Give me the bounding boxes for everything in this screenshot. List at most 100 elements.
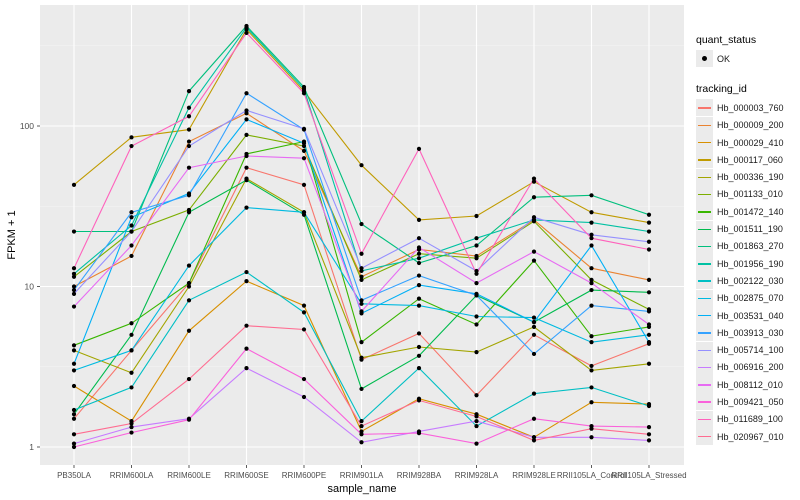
data-point [416,256,422,261]
data-point [244,205,249,210]
data-point [359,423,364,429]
data-point [474,256,479,261]
data-point [301,91,307,96]
legend-label: Hb_000009_200 [717,120,784,131]
data-point [129,425,134,430]
data-point [474,423,479,429]
data-point [301,141,307,146]
data-point [301,126,307,131]
data-point [416,431,422,436]
legend-item: Hb_001133_010 [696,185,796,203]
line-key-icon [696,151,713,169]
legend-label: Hb_000029_410 [717,137,784,148]
series-points [71,23,652,450]
line-key-icon [696,376,713,394]
data-point [474,322,479,327]
data-point [129,332,134,337]
line-key-icon [696,99,713,117]
data-point [129,243,134,248]
legend-label: Hb_003913_030 [717,327,784,338]
data-point [474,393,479,398]
data-point [359,251,364,256]
data-point [474,243,479,248]
data-point [646,432,652,437]
data-point [129,215,134,220]
legend-label: Hb_005714_100 [717,345,784,356]
data-point [186,105,192,110]
legend-item: Hb_000117_060 [696,151,796,169]
data-point [359,221,364,227]
line-key-icon [696,428,713,446]
y-axis-title: FPKM + 1 [6,210,18,259]
data-point [244,30,249,36]
data-point [589,280,594,286]
data-point [474,236,479,241]
data-point [359,266,364,271]
x-tick-label: RRIM928LA [455,471,499,480]
x-tick-label: RRIM928BA [397,471,442,480]
data-point [71,287,77,293]
data-point [589,232,594,237]
data-point [186,417,192,422]
data-point [531,438,537,443]
data-point [71,284,77,289]
data-point [531,391,537,396]
x-tick-label: RRIM600LA [110,471,154,480]
data-point [301,86,307,92]
data-point [186,328,192,333]
data-point [71,348,77,353]
legend-label: Hb_008112_010 [717,379,783,390]
data-point [416,236,422,241]
data-point [71,182,77,187]
data-point [129,143,134,149]
data-point [474,293,479,298]
data-point [531,320,537,325]
data-point [416,146,422,151]
x-tick-label: RRII105LA_Stressed [611,471,686,480]
data-point [416,273,422,278]
data-point [129,348,134,353]
legend-item: Hb_009421_050 [696,393,796,411]
data-point [589,266,594,271]
legend-label: Hb_000003_760 [717,102,784,113]
data-point [531,249,537,254]
data-point [474,213,479,219]
data-point [244,25,249,30]
data-point [129,223,134,228]
y-tick-label: 100 [20,121,34,131]
data-point [589,426,594,431]
x-tick-label: PB350LA [57,471,91,480]
data-point [301,148,307,153]
legend-label: OK [717,53,731,64]
x-tick-label: RRII105LA_Control [557,471,627,480]
legend-label: Hb_001863_270 [717,241,784,252]
legend: quant_status OK tracking_id Hb_000003_76… [696,34,796,446]
legend-item: Hb_020967_010 [696,428,796,446]
data-point [301,310,307,315]
data-point [646,277,652,282]
grid-major [40,5,684,465]
point-key-icon [696,50,713,68]
data-point [531,258,537,263]
data-point [589,385,594,390]
data-point [531,332,537,337]
data-point [531,435,537,440]
line-key-icon [696,358,713,376]
data-point [531,315,537,320]
data-point [531,176,537,181]
legend-label: Hb_001511_190 [717,224,783,235]
data-point [301,156,307,161]
legend-item: Hb_001511_190 [696,220,796,238]
data-point [186,139,192,144]
data-point [359,309,364,314]
data-point [646,247,652,252]
legend-item: Hb_000029_410 [696,134,796,152]
data-point [301,394,307,400]
data-point [186,165,192,170]
legend-item: Hb_000336_190 [696,168,796,186]
x-tick-label: RRIM600SE [224,471,268,480]
data-point [129,135,134,140]
line-key-icon [696,272,713,290]
data-point [244,108,249,113]
data-point [359,355,364,360]
